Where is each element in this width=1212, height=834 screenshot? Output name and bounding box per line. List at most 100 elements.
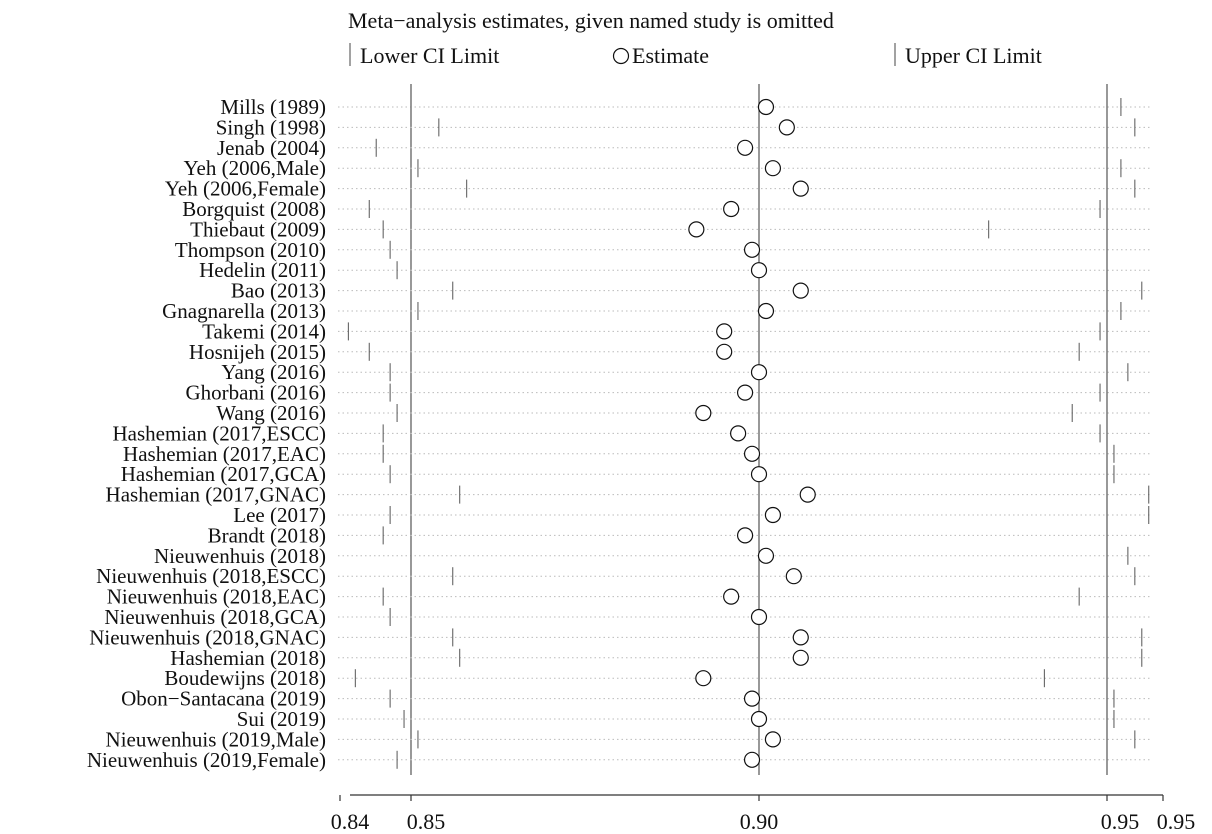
legend-estimate-marker	[612, 47, 630, 65]
study-row: Hosnijeh (2015)	[189, 340, 1150, 364]
study-label: Sui (2019)	[237, 707, 326, 731]
plot-area: Mills (1989)Singh (1998)Jenab (2004)Yeh …	[87, 84, 1150, 775]
study-row: Ghorbani (2016)	[185, 381, 1150, 405]
estimate-point	[757, 302, 775, 320]
estimate-point	[757, 98, 775, 116]
estimate-point	[764, 160, 782, 177]
legend-lower-label: Lower CI Limit	[360, 43, 499, 68]
estimate-point	[716, 343, 733, 360]
estimate-point	[792, 629, 809, 646]
x-axis: 0.84 0.85 0.90 0.95 0.95	[331, 794, 1196, 834]
study-row: Thiebaut (2009)	[190, 217, 1150, 241]
estimate-point	[743, 241, 761, 258]
study-label: Hedelin (2011)	[199, 258, 326, 282]
study-row: Hashemian (2017,EAC)	[123, 442, 1150, 466]
estimate-point	[736, 527, 754, 544]
study-row: Nieuwenhuis (2019,Female)	[87, 748, 1150, 772]
study-row: Thompson (2010)	[175, 238, 1150, 262]
x-tick-label: 0.84	[331, 809, 370, 834]
legend-upper-label: Upper CI Limit	[905, 43, 1042, 68]
estimate-point	[750, 364, 768, 381]
study-label: Nieuwenhuis (2019,Male)	[106, 727, 326, 751]
study-row: Borgquist (2008)	[182, 197, 1150, 221]
estimate-point	[716, 323, 733, 340]
legend: Lower CI Limit Estimate Upper CI Limit	[349, 43, 1042, 68]
study-label: Gnagnarella (2013)	[162, 299, 326, 323]
study-row: Hashemian (2018)	[170, 646, 1150, 670]
study-label: Brandt (2018)	[208, 523, 326, 547]
study-label: Thiebaut (2009)	[190, 217, 326, 241]
study-row: Obon−Santacana (2019)	[121, 687, 1150, 711]
x-tick-label: 0.95	[1157, 809, 1196, 834]
x-tick-label: 0.90	[740, 809, 779, 834]
estimate-point	[736, 139, 754, 156]
estimate-point	[792, 649, 809, 666]
estimate-point	[750, 608, 768, 626]
estimate-point	[743, 751, 761, 768]
study-label: Hashemian (2017,EAC)	[123, 442, 326, 466]
study-row: Yeh (2006,Female)	[165, 177, 1150, 201]
estimate-point	[764, 506, 782, 524]
study-label: Wang (2016)	[216, 401, 326, 425]
estimate-point	[792, 180, 809, 197]
study-row: Hedelin (2011)	[199, 258, 1150, 282]
study-row: Nieuwenhuis (2018,ESCC)	[96, 564, 1150, 588]
study-row: Brandt (2018)	[208, 523, 1150, 547]
study-row: Jenab (2004)	[217, 136, 1150, 160]
estimate-point	[730, 425, 747, 442]
study-row: Gnagnarella (2013)	[162, 299, 1150, 323]
estimate-point	[723, 588, 740, 605]
study-label: Bao (2013)	[231, 279, 326, 303]
study-row: Nieuwenhuis (2018,EAC)	[107, 585, 1150, 609]
study-row: Sui (2019)	[237, 707, 1150, 731]
study-row: Nieuwenhuis (2019,Male)	[106, 727, 1150, 751]
estimate-point	[750, 466, 768, 483]
study-label: Nieuwenhuis (2018,ESCC)	[96, 564, 326, 588]
chart-title: Meta−analysis estimates, given named stu…	[348, 8, 834, 33]
estimate-point	[757, 547, 775, 564]
estimate-point	[764, 731, 782, 748]
study-label: Nieuwenhuis (2018,GNAC)	[89, 625, 326, 649]
study-row: Hashemian (2017,GCA)	[121, 462, 1150, 486]
estimate-point	[750, 262, 768, 279]
estimate-point	[695, 404, 712, 422]
study-row: Yeh (2006,Male)	[183, 156, 1150, 180]
study-label: Hosnijeh (2015)	[189, 340, 326, 364]
study-row: Takemi (2014)	[202, 319, 1150, 343]
study-label: Yang (2016)	[221, 360, 326, 384]
study-label: Hashemian (2017,GCA)	[121, 462, 326, 486]
study-row: Boudewijns (2018)	[164, 666, 1150, 690]
study-row: Mills (1989)	[220, 95, 1150, 119]
estimate-point	[785, 568, 802, 585]
study-label: Singh (1998)	[216, 115, 326, 139]
study-label: Borgquist (2008)	[182, 197, 326, 221]
study-row: Singh (1998)	[216, 115, 1150, 139]
legend-estimate-label: Estimate	[632, 43, 709, 68]
study-row: Nieuwenhuis (2018,GCA)	[104, 605, 1150, 629]
study-label: Jenab (2004)	[217, 136, 326, 160]
estimate-point	[723, 200, 740, 218]
study-label: Obon−Santacana (2019)	[121, 687, 326, 711]
study-label: Hashemian (2017,GNAC)	[106, 483, 326, 507]
study-row: Nieuwenhuis (2018)	[154, 544, 1150, 568]
estimate-point	[792, 282, 809, 299]
study-label: Thompson (2010)	[175, 238, 326, 262]
estimate-point	[799, 486, 816, 503]
study-label: Lee (2017)	[233, 503, 326, 527]
estimate-point	[778, 119, 795, 136]
study-label: Yeh (2006,Male)	[183, 156, 326, 180]
study-row: Hashemian (2017,GNAC)	[106, 483, 1150, 507]
study-row: Lee (2017)	[233, 503, 1150, 527]
study-row: Nieuwenhuis (2018,GNAC)	[89, 625, 1150, 649]
estimate-point	[695, 670, 712, 687]
study-row: Yang (2016)	[221, 360, 1150, 384]
study-label: Nieuwenhuis (2018,GCA)	[104, 605, 326, 629]
estimate-point	[743, 690, 761, 707]
study-row: Bao (2013)	[231, 279, 1150, 303]
study-label: Boudewijns (2018)	[164, 666, 326, 690]
study-label: Nieuwenhuis (2019,Female)	[87, 748, 326, 772]
study-label: Hashemian (2018)	[170, 646, 326, 670]
study-label: Mills (1989)	[220, 95, 326, 119]
study-label: Nieuwenhuis (2018,EAC)	[107, 585, 326, 609]
